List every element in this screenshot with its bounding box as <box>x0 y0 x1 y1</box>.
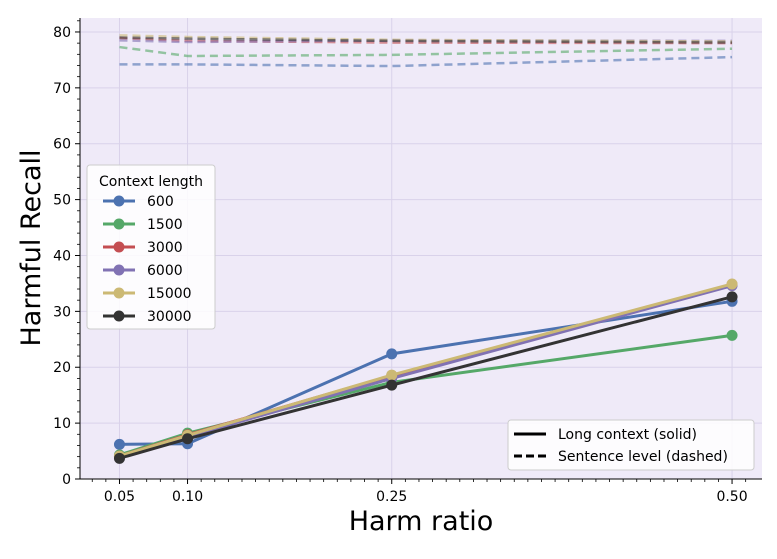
legend-label-600: 600 <box>147 194 174 210</box>
legend-label-6000: 6000 <box>147 263 183 279</box>
long-context-lines <box>113 278 738 464</box>
legend-swatch-marker-6000 <box>113 264 125 276</box>
legend-swatch-marker-1500 <box>113 218 125 230</box>
y-tick-label: 20 <box>53 360 71 376</box>
legend-label-3000: 3000 <box>147 240 183 256</box>
sentence-level-line-600 <box>119 55 733 68</box>
x-tick-label: 0.25 <box>376 489 407 505</box>
long-context-line-15000 <box>119 282 733 458</box>
point-15000 <box>386 369 398 381</box>
x-tick-label: 0.50 <box>716 489 747 505</box>
y-tick-label: 30 <box>53 304 71 320</box>
legend-label-15000: 15000 <box>147 286 192 302</box>
context-legend-items: 600 1500 3000 6000 15000 30000 <box>103 194 192 325</box>
point-30000 <box>386 379 398 391</box>
line-style-legend: Long context (solid) Sentence level (das… <box>507 419 755 471</box>
y-tick-label: 40 <box>53 248 71 264</box>
legend-swatch-marker-600 <box>113 195 125 207</box>
x-tick-label: 0.05 <box>104 489 135 505</box>
context-legend-title: Context length <box>99 174 203 190</box>
legend-dashed-label: Sentence level (dashed) <box>558 449 728 465</box>
point-30000 <box>113 452 125 464</box>
sentence-level-line-1500 <box>119 45 733 58</box>
point-30000 <box>182 433 194 445</box>
x-tick-label: 0.10 <box>172 489 203 505</box>
x-axis-title: Harm ratio <box>349 506 494 537</box>
point-15000 <box>726 278 738 290</box>
ticks-layer: 0 10 20 30 40 50 60 70 80 0.05 0.10 0.25 0.50 <box>53 20 748 505</box>
point-600 <box>113 438 125 450</box>
y-tick-label: 60 <box>53 137 71 153</box>
legend-swatch-marker-15000 <box>113 287 125 299</box>
y-tick-label: 80 <box>53 25 71 41</box>
legend-label-30000: 30000 <box>147 309 192 325</box>
sentence-level-line-30000 <box>119 36 733 44</box>
point-1500 <box>726 329 738 341</box>
point-600 <box>386 348 398 360</box>
legend-solid-label: Long context (solid) <box>558 427 697 443</box>
legend-swatch-marker-3000 <box>113 241 125 253</box>
long-context-line-30000 <box>119 295 733 460</box>
point-30000 <box>726 291 738 303</box>
y-tick-label: 70 <box>53 81 71 97</box>
legend-swatch-marker-30000 <box>113 310 125 322</box>
legend-label-1500: 1500 <box>147 217 183 233</box>
context-length-legend: Context length 600 1500 3000 6000 15000 30000 <box>86 164 216 330</box>
y-tick-label: 0 <box>62 472 71 488</box>
axes-layer <box>79 18 762 480</box>
y-tick-label: 10 <box>53 416 71 432</box>
sentence-level-lines <box>119 34 733 68</box>
y-axis-title: Harmful Recall <box>16 149 47 346</box>
style-legend-box <box>507 419 755 471</box>
y-tick-label: 50 <box>53 193 71 209</box>
